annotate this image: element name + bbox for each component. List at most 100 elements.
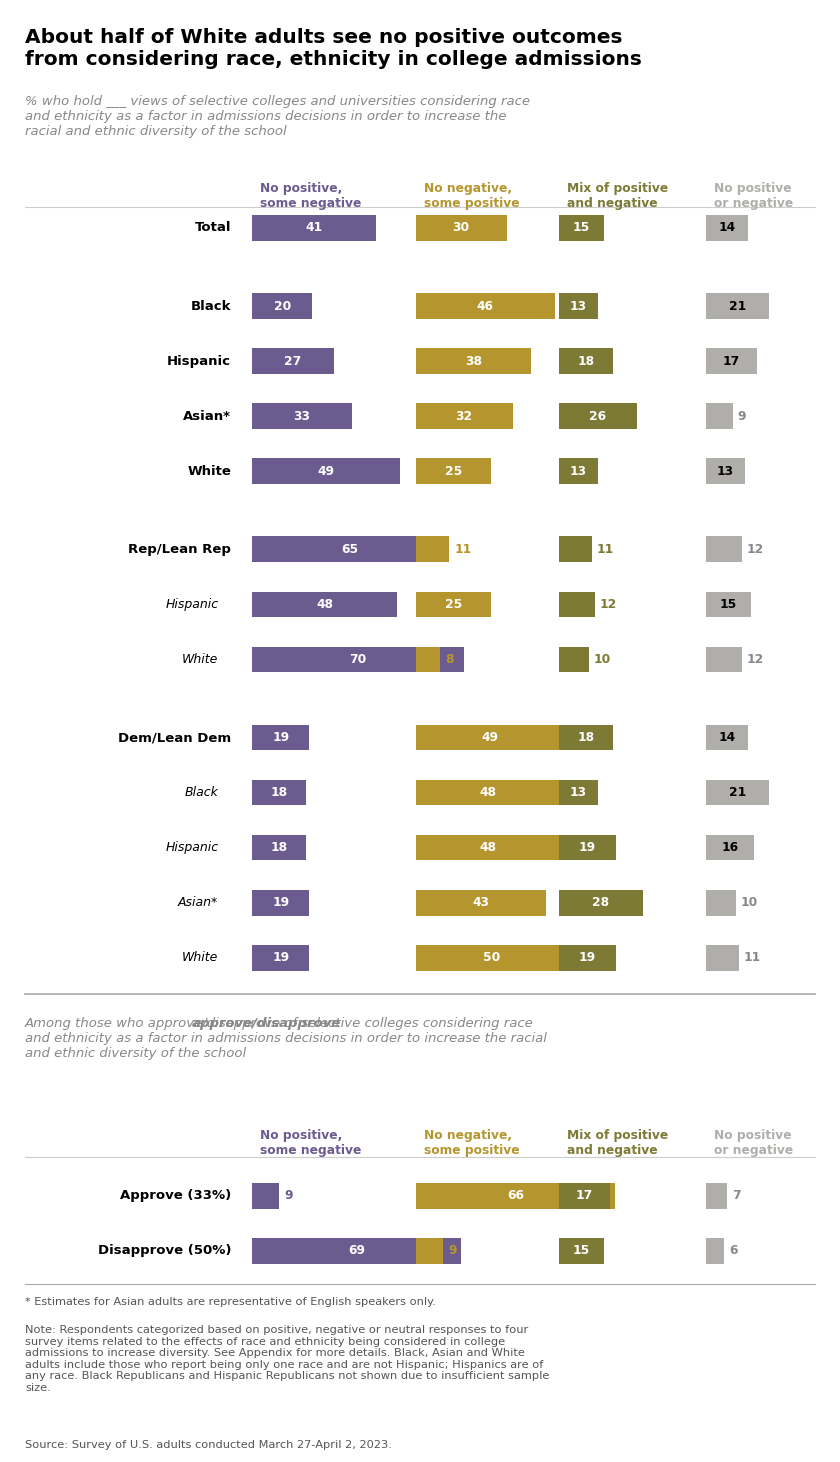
Text: 11: 11: [597, 542, 614, 556]
Text: 30: 30: [453, 221, 470, 234]
FancyBboxPatch shape: [252, 1183, 279, 1209]
FancyBboxPatch shape: [706, 215, 748, 241]
Text: 43: 43: [472, 896, 490, 909]
FancyBboxPatch shape: [416, 890, 546, 915]
Text: 12: 12: [747, 654, 764, 665]
Text: 69: 69: [348, 1244, 365, 1257]
FancyBboxPatch shape: [706, 1183, 727, 1209]
Text: Source: Survey of U.S. adults conducted March 27-April 2, 2023.: Source: Survey of U.S. adults conducted …: [25, 1440, 392, 1450]
Text: * Estimates for Asian adults are representative of English speakers only.: * Estimates for Asian adults are represe…: [25, 1297, 436, 1307]
Text: 14: 14: [718, 221, 735, 234]
Text: 18: 18: [270, 787, 288, 800]
Text: 21: 21: [729, 787, 746, 800]
FancyBboxPatch shape: [706, 459, 745, 484]
Text: No negative,
some positive: No negative, some positive: [424, 181, 520, 211]
Text: 27: 27: [284, 355, 302, 367]
Text: Among those who approve/disapprove of selective colleges considering race
and et: Among those who approve/disapprove of se…: [25, 1016, 547, 1060]
Text: 10: 10: [594, 654, 612, 665]
FancyBboxPatch shape: [416, 348, 531, 374]
Text: 32: 32: [455, 409, 473, 423]
FancyBboxPatch shape: [559, 348, 613, 374]
Text: 18: 18: [577, 731, 595, 744]
FancyBboxPatch shape: [416, 537, 449, 561]
Text: 19: 19: [579, 952, 596, 965]
Text: 13: 13: [570, 465, 587, 478]
FancyBboxPatch shape: [706, 725, 748, 750]
Text: About half of White adults see no positive outcomes
from considering race, ethni: About half of White adults see no positi…: [25, 28, 642, 69]
Text: Disapprove (50%): Disapprove (50%): [97, 1244, 231, 1257]
Text: approve/disapprove: approve/disapprove: [192, 1016, 341, 1029]
Text: 16: 16: [722, 841, 738, 854]
FancyBboxPatch shape: [559, 835, 616, 861]
Text: Black: Black: [191, 300, 231, 313]
FancyBboxPatch shape: [416, 592, 491, 617]
FancyBboxPatch shape: [252, 592, 397, 617]
Text: Total: Total: [195, 221, 231, 234]
FancyBboxPatch shape: [416, 1183, 616, 1209]
FancyBboxPatch shape: [252, 537, 449, 561]
FancyBboxPatch shape: [706, 537, 742, 561]
Text: 25: 25: [445, 465, 462, 478]
Text: 17: 17: [575, 1190, 593, 1202]
Text: 70: 70: [349, 654, 366, 665]
FancyBboxPatch shape: [559, 944, 616, 971]
Text: 19: 19: [272, 896, 289, 909]
Text: 19: 19: [579, 841, 596, 854]
Text: 11: 11: [744, 952, 761, 965]
FancyBboxPatch shape: [416, 459, 491, 484]
Text: 13: 13: [570, 300, 587, 313]
FancyBboxPatch shape: [416, 404, 512, 428]
FancyBboxPatch shape: [252, 890, 309, 915]
FancyBboxPatch shape: [252, 404, 352, 428]
FancyBboxPatch shape: [416, 294, 555, 319]
FancyBboxPatch shape: [559, 459, 598, 484]
FancyBboxPatch shape: [416, 1238, 443, 1263]
FancyBboxPatch shape: [252, 725, 309, 750]
Text: 11: 11: [454, 542, 471, 556]
FancyBboxPatch shape: [706, 294, 769, 319]
FancyBboxPatch shape: [252, 944, 309, 971]
FancyBboxPatch shape: [559, 646, 589, 673]
Text: 15: 15: [573, 221, 590, 234]
Text: Dem/Lean Dem: Dem/Lean Dem: [118, 731, 231, 744]
Text: Mix of positive
and negative: Mix of positive and negative: [567, 181, 669, 211]
FancyBboxPatch shape: [706, 944, 739, 971]
FancyBboxPatch shape: [706, 835, 754, 861]
FancyBboxPatch shape: [416, 944, 567, 971]
Text: White: White: [182, 654, 218, 665]
Text: No positive
or negative: No positive or negative: [714, 1129, 793, 1158]
FancyBboxPatch shape: [252, 294, 312, 319]
FancyBboxPatch shape: [559, 592, 595, 617]
Text: 21: 21: [729, 300, 746, 313]
Text: Asian*: Asian*: [178, 896, 218, 909]
FancyBboxPatch shape: [706, 1238, 724, 1263]
FancyBboxPatch shape: [559, 1183, 610, 1209]
FancyBboxPatch shape: [416, 779, 561, 806]
Text: No positive,
some negative: No positive, some negative: [260, 181, 362, 211]
FancyBboxPatch shape: [252, 646, 464, 673]
Text: 12: 12: [600, 598, 617, 611]
FancyBboxPatch shape: [559, 725, 613, 750]
Text: 50: 50: [483, 952, 500, 965]
Text: White: White: [182, 952, 218, 965]
Text: 8: 8: [445, 654, 454, 665]
Text: 19: 19: [272, 952, 289, 965]
Text: 49: 49: [481, 731, 498, 744]
FancyBboxPatch shape: [559, 779, 598, 806]
FancyBboxPatch shape: [706, 592, 751, 617]
Text: 25: 25: [445, 598, 462, 611]
Text: Hispanic: Hispanic: [167, 355, 231, 367]
FancyBboxPatch shape: [706, 779, 769, 806]
FancyBboxPatch shape: [416, 215, 507, 241]
FancyBboxPatch shape: [559, 404, 638, 428]
Text: 33: 33: [293, 409, 311, 423]
FancyBboxPatch shape: [416, 835, 561, 861]
Text: 48: 48: [480, 841, 497, 854]
Text: 38: 38: [465, 355, 482, 367]
Text: 9: 9: [284, 1190, 293, 1202]
FancyBboxPatch shape: [559, 215, 604, 241]
Text: 48: 48: [480, 787, 497, 800]
Text: 13: 13: [570, 787, 587, 800]
FancyBboxPatch shape: [252, 1238, 460, 1263]
FancyBboxPatch shape: [252, 348, 333, 374]
